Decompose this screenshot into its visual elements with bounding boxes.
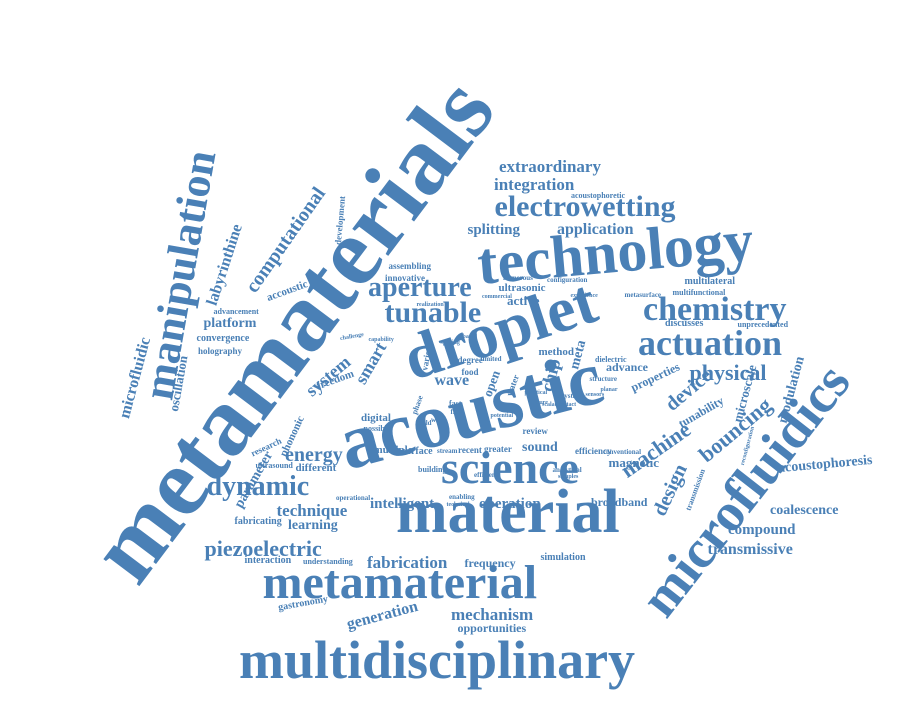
word-efficiency: efficiency xyxy=(575,445,612,456)
word-scalable: scalable xyxy=(542,402,563,408)
word-material: material xyxy=(396,478,620,546)
word-magnetic: magnetic xyxy=(608,454,660,470)
word-limited: limited xyxy=(480,354,502,363)
word-discusses: discusses xyxy=(665,318,704,329)
word-digital: digital xyxy=(361,411,391,424)
word-innovative: innovative xyxy=(385,272,426,283)
word-unprecedented: unprecedented xyxy=(737,320,789,329)
word-different: different xyxy=(295,461,337,474)
word-fabrication: fabrication xyxy=(367,552,448,572)
word-review: review xyxy=(522,425,548,436)
word-practical: practical xyxy=(524,390,548,396)
word-crystal: crystal xyxy=(558,391,579,400)
word-sensors: sensors xyxy=(585,392,605,398)
word-frequency: frequency xyxy=(464,556,516,570)
word-compound: compound xyxy=(728,521,796,538)
word-conventional: conventional xyxy=(603,447,642,456)
word-aperture: aperture xyxy=(368,272,472,303)
word-metamaterial: metamaterial xyxy=(262,556,538,609)
word-configuration: configuration xyxy=(547,275,588,284)
word-greater: greater xyxy=(484,443,512,454)
word-recent: recent xyxy=(458,444,482,455)
word-tunable: tunable xyxy=(384,296,482,329)
word-opportunities: opportunities xyxy=(457,621,527,635)
word-science: science xyxy=(441,442,579,493)
word-piezoelectric: piezoelectric xyxy=(204,536,322,561)
word-extraordinary: extraordinary xyxy=(499,156,601,176)
word-dielectric: dielectric xyxy=(595,355,627,364)
word-work: work xyxy=(431,415,447,424)
word-future: future xyxy=(532,400,548,406)
word-mechanism: mechanism xyxy=(451,604,534,624)
word-convergence: convergence xyxy=(196,333,250,344)
word-wave: wave xyxy=(434,372,470,389)
word-technique: technique xyxy=(276,500,348,520)
word-flow: flow xyxy=(450,407,464,416)
word-chemistry: chemistry xyxy=(643,291,787,328)
word-multilateral: multilateral xyxy=(684,276,736,287)
word-degree: degree xyxy=(457,354,483,365)
word-coalescence: coalescence xyxy=(770,503,839,518)
word-sound: sound xyxy=(522,440,558,455)
word-commercial: commercial xyxy=(482,294,512,300)
word-samples: samples xyxy=(558,474,579,480)
word-method: method xyxy=(538,345,574,358)
word-understanding: understanding xyxy=(303,557,353,566)
word-dynamic: dynamic xyxy=(206,471,310,502)
word-stream: stream xyxy=(437,446,458,455)
word-based: based xyxy=(462,334,478,340)
word-structure: structure xyxy=(589,374,617,383)
word-intelligent: intelligent xyxy=(370,495,435,512)
word-electrowetting: electrowetting xyxy=(494,190,676,223)
word-actuation: actuation xyxy=(638,323,782,363)
word-acoustophoretic: acoustophoretic xyxy=(571,191,626,200)
word-food: food xyxy=(461,366,479,377)
word-advance: advance xyxy=(606,360,648,374)
word-enabling: enabling xyxy=(449,492,475,501)
word-physical: physical xyxy=(689,360,767,385)
word-operational: operational xyxy=(336,493,371,502)
word-active: active xyxy=(507,292,540,308)
word-application: application xyxy=(557,221,634,238)
word-holography: holography xyxy=(198,345,243,356)
word-ultrasonic: ultrasonic xyxy=(498,281,546,294)
word-operation: operation xyxy=(479,495,541,512)
word-splitting: splitting xyxy=(467,221,521,238)
word-numerous: numerous xyxy=(503,273,533,282)
word-learning: learning xyxy=(288,518,338,533)
word-build: build xyxy=(416,418,432,427)
word-smart: smart xyxy=(350,338,390,388)
word-spacing: spacing xyxy=(440,340,460,346)
word-multifunctional: multifunctional xyxy=(672,288,726,297)
word-building: building xyxy=(418,465,447,474)
word-assembling: assembling xyxy=(388,260,432,271)
word-fabricating: fabricating xyxy=(234,516,282,527)
word-broadband: broadband xyxy=(591,495,648,509)
word-efficient: efficient xyxy=(474,470,499,479)
word-possible: possible xyxy=(363,424,391,433)
word-analytical: analytical xyxy=(552,465,582,474)
word-planar: planar xyxy=(600,387,618,393)
word-advancement: advancement xyxy=(213,307,259,316)
word-energy: energy xyxy=(285,444,343,466)
word-integration: integration xyxy=(494,174,575,194)
word-experience: experience xyxy=(570,293,598,299)
word-multiple: multiple xyxy=(373,443,413,456)
word-technical: technical xyxy=(446,502,470,508)
word-fast: fast xyxy=(449,399,462,408)
word-platform: platform xyxy=(203,316,257,331)
word-potential: potential xyxy=(490,413,514,419)
word-multidisciplinary: multidisciplinary xyxy=(239,630,636,690)
word-surface: surface xyxy=(401,446,433,457)
word-contact: contact xyxy=(557,402,577,408)
word-ultrasound: ultrasound xyxy=(255,461,293,470)
word-interaction: interaction xyxy=(244,555,292,566)
word-capability: capability xyxy=(368,337,394,343)
word-realization: realization xyxy=(416,302,444,308)
word-design: design xyxy=(648,460,692,520)
word-transmissive: transmissive xyxy=(707,541,793,558)
word-simulation: simulation xyxy=(540,552,586,563)
word-metasurface: metasurface xyxy=(624,290,662,299)
